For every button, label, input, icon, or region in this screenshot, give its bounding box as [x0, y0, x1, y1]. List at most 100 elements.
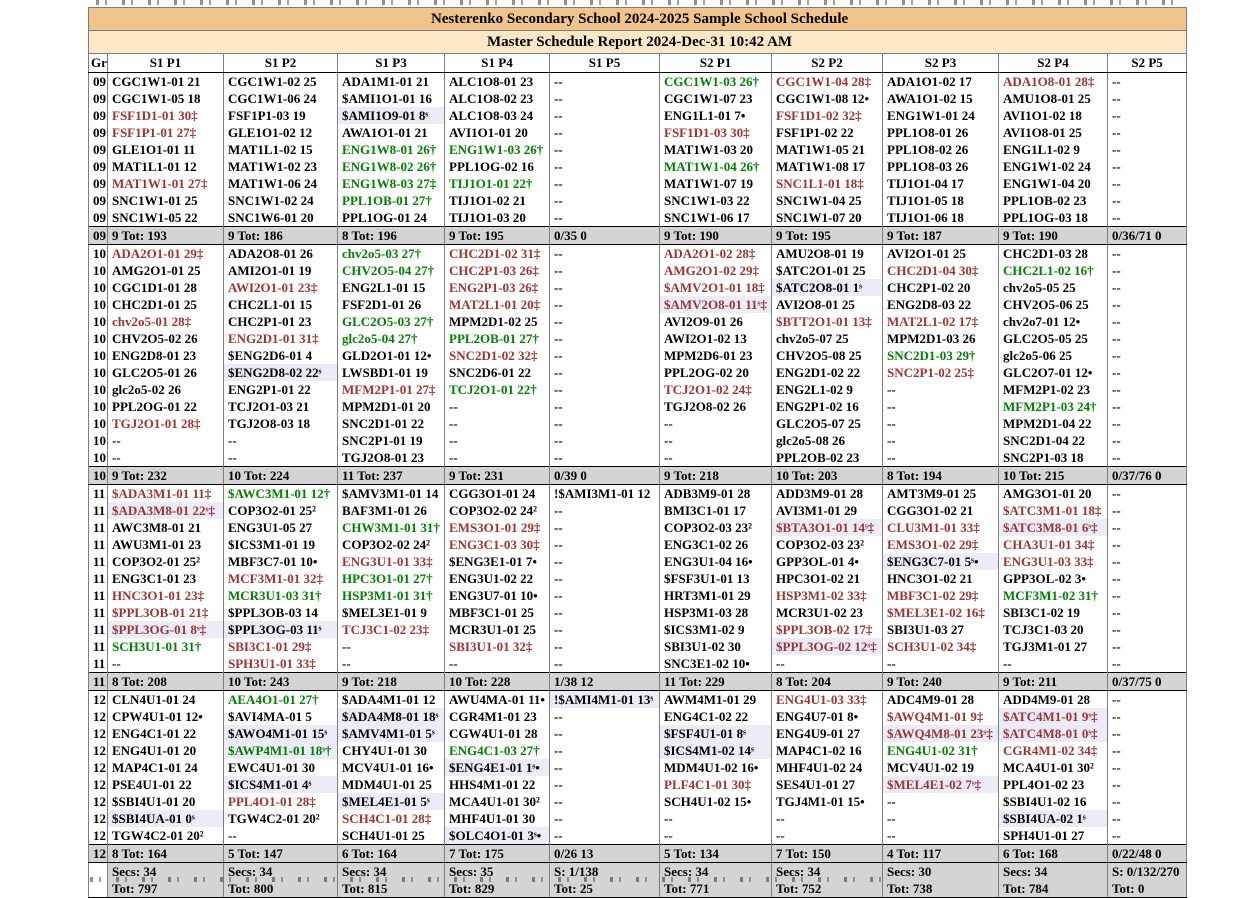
course-cell: SBI3C1-02 19 — [998, 604, 1108, 621]
course-cell: ENG4U9-01 27 — [771, 725, 883, 742]
course-cell: HNC3O1-02 21 — [882, 570, 999, 587]
grade-cell: 11 — [88, 587, 108, 604]
course-cell: -- — [882, 415, 999, 432]
course-cell: MFM2P1-01 27‡ — [337, 381, 445, 398]
course-cell: -- — [1106, 655, 1188, 673]
report-title-row: Nesterenko Secondary School 2024-2025 Sa… — [87, 7, 1188, 31]
course-cell: TIJ1O1-03 20 — [444, 209, 550, 227]
course-cell: SES4U1-01 27 — [771, 776, 883, 793]
course-cell: SNC2D1-02 32‡ — [444, 347, 550, 364]
course-cell: -- — [549, 313, 660, 330]
course-cell: AWU4MA-01 11• — [444, 690, 550, 708]
course-cell: AMT3M9-01 25 — [882, 484, 999, 502]
grade-totals-row-11: 11 8 Tot: 208 10 Tot: 243 9 Tot: 218 10 Tot:… — [88, 672, 1188, 691]
column-header-s1-p1: S1 P1 — [107, 53, 224, 73]
course-cell: PPL2OB-02 23 — [771, 449, 883, 467]
schedule-row-grade-11: 11 SCH3U1-01 31† SBI3C1-01 29‡ -- SBI3U1-01 … — [88, 638, 1188, 655]
course-cell: -- — [1106, 519, 1188, 536]
course-cell: HHS4M1-01 22 — [444, 776, 550, 793]
course-cell: ENG4U1-02 31† — [882, 742, 999, 759]
course-cell: CGC1W1-05 18 — [107, 90, 224, 107]
course-cell: $SBI4UA-02 1ˢ — [998, 810, 1108, 827]
course-cell: SCH4C1-01 28‡ — [337, 810, 445, 827]
summary-cell: Tot: 829 — [444, 880, 550, 898]
course-cell: CGR4M1-02 34‡ — [998, 742, 1108, 759]
course-cell: MFM2P1-03 24† — [998, 398, 1108, 415]
course-cell: GLE1O1-01 11 — [107, 141, 224, 158]
course-cell: ADB3M9-01 28 — [659, 484, 772, 502]
course-cell: glc2o5-06 25 — [998, 347, 1108, 364]
schedule-row-grade-11: 11 AWC3M8-01 21 ENG3U1-05 27 CHW3M1-01 31† E… — [88, 519, 1188, 536]
course-cell: CHY4U1-01 30 — [337, 742, 445, 759]
course-cell: $AMV2O1-01 18‡ — [659, 279, 772, 296]
course-cell: $PPL3OG-01 8ˢ‡ — [107, 621, 224, 638]
course-cell: -- — [882, 432, 999, 449]
course-cell: GPP3OL-02 3• — [998, 570, 1108, 587]
report-subtitle: Master Schedule Report 2024-Dec-31 10:42… — [87, 30, 1188, 54]
column-header-s2-p2: S2 P2 — [771, 53, 883, 73]
course-cell: ENG2L1-01 15 — [337, 279, 445, 296]
grade-cell: 12 — [88, 759, 108, 776]
course-cell: SNC3E1-02 10• — [659, 655, 772, 673]
course-cell: BAF3M1-01 26 — [337, 502, 445, 519]
course-cell: SNC1W1-01 25 — [107, 192, 224, 209]
grade-cell: 12 — [88, 810, 108, 827]
course-cell: -- — [549, 90, 660, 107]
course-cell: ADA1M1-01 21 — [337, 72, 445, 90]
course-cell: COP3O2-03 23² — [771, 536, 883, 553]
course-cell: CHC2D1-01 25 — [107, 296, 224, 313]
summary-cell: Tot: 0 — [1106, 880, 1188, 898]
summary-cell: Tot: 784 — [998, 880, 1108, 898]
column-header-s2-p1: S2 P1 — [659, 53, 772, 73]
course-cell: CHC2L1-02 16† — [998, 262, 1108, 279]
course-cell: -- — [1106, 827, 1188, 845]
course-cell: SPH3U1-01 33‡ — [223, 655, 338, 673]
course-cell: SPH4U1-01 27 — [998, 827, 1108, 845]
course-cell: ENG1W8-02 26† — [337, 158, 445, 175]
grade-cell: 10 — [88, 415, 108, 432]
clipped-top-text — [96, 0, 1176, 5]
summary-cell: S: 1/138 — [549, 862, 660, 880]
course-cell: TIJ1O1-01 22† — [444, 175, 550, 192]
page-title: Nesterenko Secondary School 2024-2025 Sa… — [87, 7, 1188, 31]
course-cell: BMI3C1-01 17 — [659, 502, 772, 519]
course-cell: CHC2L1-01 15 — [223, 296, 338, 313]
schedule-row-grade-11: 11 ENG3C1-01 23 MCF3M1-01 32‡ HPC3O1-01 27†… — [88, 570, 1188, 587]
course-cell: -- — [107, 432, 224, 449]
course-cell: PPL2OG-02 20 — [659, 364, 772, 381]
course-cell: -- — [549, 759, 660, 776]
course-cell: MAT1W1-02 23 — [223, 158, 338, 175]
summary-cell: Tot: 800 — [223, 880, 338, 898]
course-cell: $AWC3M1-01 12† — [223, 484, 338, 502]
course-cell: ENG2P1-03 26‡ — [444, 279, 550, 296]
grade-cell: 10 — [88, 381, 108, 398]
schedule-table: Nesterenko Secondary School 2024-2025 Sa… — [87, 7, 1188, 898]
course-cell: -- — [882, 810, 999, 827]
course-cell: $ICS4M1-02 14ˢ — [659, 742, 772, 759]
summary-cell: Secs: 34 — [337, 862, 445, 880]
course-cell: $AVI4MA-01 5 — [223, 708, 338, 725]
course-cell: MCF3M1-02 31† — [998, 587, 1108, 604]
course-cell: TGW4C2-01 20² — [223, 810, 338, 827]
course-cell: ENG2P1-01 22 — [223, 381, 338, 398]
course-cell: COP3O2-01 25² — [107, 553, 224, 570]
course-cell: $BTT2O1-01 13‡ — [771, 313, 883, 330]
course-cell: FSF1P1-02 22 — [771, 124, 883, 141]
grade-cell: 11 — [88, 621, 108, 638]
schedule-row-grade-10: 10 CHC2D1-01 25 CHC2L1-01 15 FSF2D1-01 26 MA… — [88, 296, 1188, 313]
course-cell: HPC3O1-02 21 — [771, 570, 883, 587]
course-cell: ENG4U1-03 33‡ — [771, 690, 883, 708]
course-cell: glc2o5-02 26 — [107, 381, 224, 398]
totals-cell: 9 Tot: 193 — [107, 226, 224, 245]
totals-cell: 10 Tot: 215 — [998, 466, 1108, 485]
column-header-s1-p4: S1 P4 — [444, 53, 550, 73]
course-cell: GLD2O1-01 12• — [337, 347, 445, 364]
course-cell: HSP3M1-01 31† — [337, 587, 445, 604]
grade-cell: 11 — [88, 484, 108, 502]
schedule-row-grade-09: 09 SNC1W1-05 22 SNC1W6-01 20 PPL1OG-01 24 TI… — [88, 209, 1188, 227]
summary-cell: Secs: 34 — [107, 862, 224, 880]
course-cell: PLF4C1-01 30‡ — [659, 776, 772, 793]
course-cell: -- — [1106, 175, 1188, 192]
course-cell: -- — [549, 415, 660, 432]
schedule-row-grade-10: 10 -- -- TGJ2O8-01 23 -- -- -- PPL2OB-02 23 -- SN… — [88, 449, 1188, 467]
